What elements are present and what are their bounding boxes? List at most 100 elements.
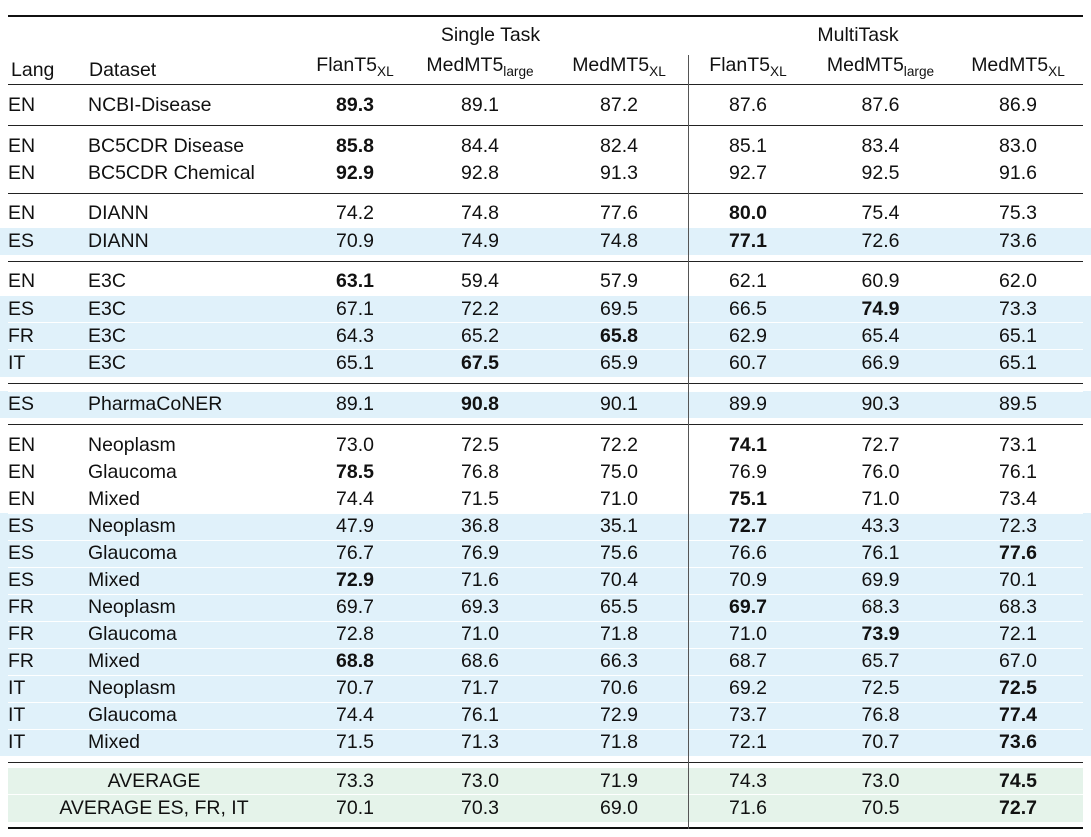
table-row: ES E3C 67.1 72.2 69.5 66.5 74.9 73.3 [8, 295, 1083, 323]
value-cell: 65.1 [953, 349, 1083, 377]
value-cell: 72.6 [808, 227, 953, 255]
value-cell: 90.1 [550, 390, 688, 418]
value-cell: 69.5 [550, 295, 688, 323]
value-cell: 75.6 [550, 539, 688, 567]
value-cell: 82.4 [600, 134, 638, 157]
value-cell: 80.0 [729, 202, 767, 225]
value-cell: 70.3 [410, 794, 550, 822]
value-cell: 87.6 [729, 93, 767, 116]
value-cell: 69.7 [688, 593, 808, 621]
value-cell: 72.2 [600, 434, 638, 456]
dataset-cell: E3C [88, 295, 300, 323]
dataset-cell: Glaucoma [88, 701, 300, 729]
value-cell: 47.9 [300, 512, 410, 540]
value-cell: 71.8 [550, 728, 688, 756]
average-label: AVERAGE [8, 767, 300, 795]
dataset-group: EN DIANN 74.2 74.8 77.6 80.0 75.4 75.3 ES DIANN 70… [8, 193, 1083, 261]
table-row: IT E3C 65.1 67.5 65.9 60.7 66.9 65.1 [8, 349, 1083, 377]
value-cell: 74.1 [729, 434, 767, 456]
dataset-cell: Glaucoma [88, 461, 177, 483]
lang-cell: ES [8, 227, 88, 255]
col-header-mt-medmt5xl: MedMT5XL [971, 53, 1065, 79]
value-cell: 68.6 [410, 647, 550, 675]
value-cell: 76.9 [729, 461, 767, 483]
table-row: ES Mixed 72.9 71.6 70.4 70.9 69.9 70.1 [8, 566, 1083, 594]
value-cell: 71.3 [410, 728, 550, 756]
value-cell: 69.9 [808, 566, 953, 594]
table-row: ES DIANN 70.9 74.9 74.8 77.1 72.6 73.6 [8, 227, 1083, 255]
dataset-cell: DIANN [88, 202, 149, 225]
lang-cell: FR [8, 593, 88, 621]
value-cell: 72.3 [953, 512, 1083, 540]
value-cell: 76.1 [808, 539, 953, 567]
value-cell: 71.6 [410, 566, 550, 594]
value-cell: 76.8 [461, 461, 499, 483]
value-cell: 78.5 [336, 461, 374, 483]
value-cell: 68.7 [688, 647, 808, 675]
value-cell: 77.6 [953, 539, 1083, 567]
col-header-st-medmt5xl: MedMT5XL [572, 53, 666, 79]
value-cell: 71.9 [550, 767, 688, 795]
dataset-group: EN Neoplasm 73.0 72.5 72.2 74.1 72.7 73.1 EN Glau… [8, 424, 1083, 763]
value-cell: 71.5 [300, 728, 410, 756]
value-cell: 67.1 [300, 295, 410, 323]
dataset-cell: E3C [88, 270, 126, 293]
single-multi-column-divider [688, 55, 689, 829]
value-cell: 73.1 [999, 434, 1037, 456]
value-cell: 60.9 [861, 270, 900, 293]
value-cell: 77.6 [600, 202, 638, 225]
value-cell: 74.9 [808, 295, 953, 323]
value-cell: 90.8 [410, 390, 550, 418]
lang-cell: FR [8, 322, 88, 350]
value-cell: 72.2 [410, 295, 550, 323]
value-cell: 73.0 [808, 767, 953, 795]
table-row: ES PharmaCoNER 89.1 90.8 90.1 89.9 90.3 89.5 [8, 390, 1083, 418]
lang-cell: ES [8, 539, 88, 567]
dataset-cell: BC5CDR Disease [88, 134, 245, 157]
value-cell: 65.4 [808, 322, 953, 350]
value-cell: 63.1 [336, 270, 374, 293]
group-spacer [8, 822, 1083, 828]
value-cell: 70.5 [808, 794, 953, 822]
dataset-cell: Neoplasm [88, 593, 300, 621]
dataset-cell: Mixed [88, 487, 141, 510]
value-cell: 75.1 [729, 487, 767, 510]
value-cell: 87.6 [861, 93, 900, 116]
lang-cell: EN [8, 202, 36, 225]
value-cell: 72.5 [808, 674, 953, 702]
value-cell: 85.8 [336, 134, 374, 157]
value-cell: 70.1 [953, 566, 1083, 594]
value-cell: 43.3 [808, 512, 953, 540]
dataset-cell: Glaucoma [88, 620, 300, 648]
value-cell: 71.0 [861, 487, 900, 510]
lang-cell: EN [8, 487, 36, 510]
value-cell: 73.3 [300, 767, 410, 795]
value-cell: 71.7 [410, 674, 550, 702]
value-cell: 76.6 [688, 539, 808, 567]
value-cell: 72.7 [861, 434, 900, 456]
value-cell: 74.8 [461, 202, 499, 225]
value-cell: 72.5 [953, 674, 1083, 702]
value-cell: 75.0 [600, 461, 638, 483]
value-cell: 70.1 [300, 794, 410, 822]
dataset-cell: E3C [88, 322, 300, 350]
lang-cell: EN [8, 93, 36, 116]
value-cell: 62.9 [688, 322, 808, 350]
results-table: Lang Dataset Single Task MultiTask FlanT… [8, 15, 1083, 829]
dataset-cell: Neoplasm [88, 512, 300, 540]
value-cell: 68.8 [300, 647, 410, 675]
dataset-group: EN BC5CDR Disease 85.8 84.4 82.4 85.1 83.4 83.0… [8, 125, 1083, 193]
value-cell: 70.4 [550, 566, 688, 594]
group-spacer [8, 261, 1083, 269]
dataset-group: EN NCBI-Disease 89.3 89.1 87.2 87.6 87.6 86.9 [8, 84, 1083, 125]
average-label: AVERAGE ES, FR, IT [8, 794, 300, 822]
table-row: FR Glaucoma 72.8 71.0 71.8 71.0 73.9 72.1 [8, 620, 1083, 648]
value-cell: 89.9 [688, 390, 808, 418]
value-cell: 74.9 [410, 227, 550, 255]
value-cell: 35.1 [550, 512, 688, 540]
lang-cell: EN [8, 270, 36, 293]
table-row: EN BC5CDR Chemical 92.9 92.8 91.3 92.7 92.5 91.… [8, 160, 1083, 187]
value-cell: 73.3 [953, 295, 1083, 323]
table-row: AVERAGE 73.3 73.0 71.9 74.3 73.0 74.5 [8, 767, 1083, 795]
value-cell: 77.1 [688, 227, 808, 255]
